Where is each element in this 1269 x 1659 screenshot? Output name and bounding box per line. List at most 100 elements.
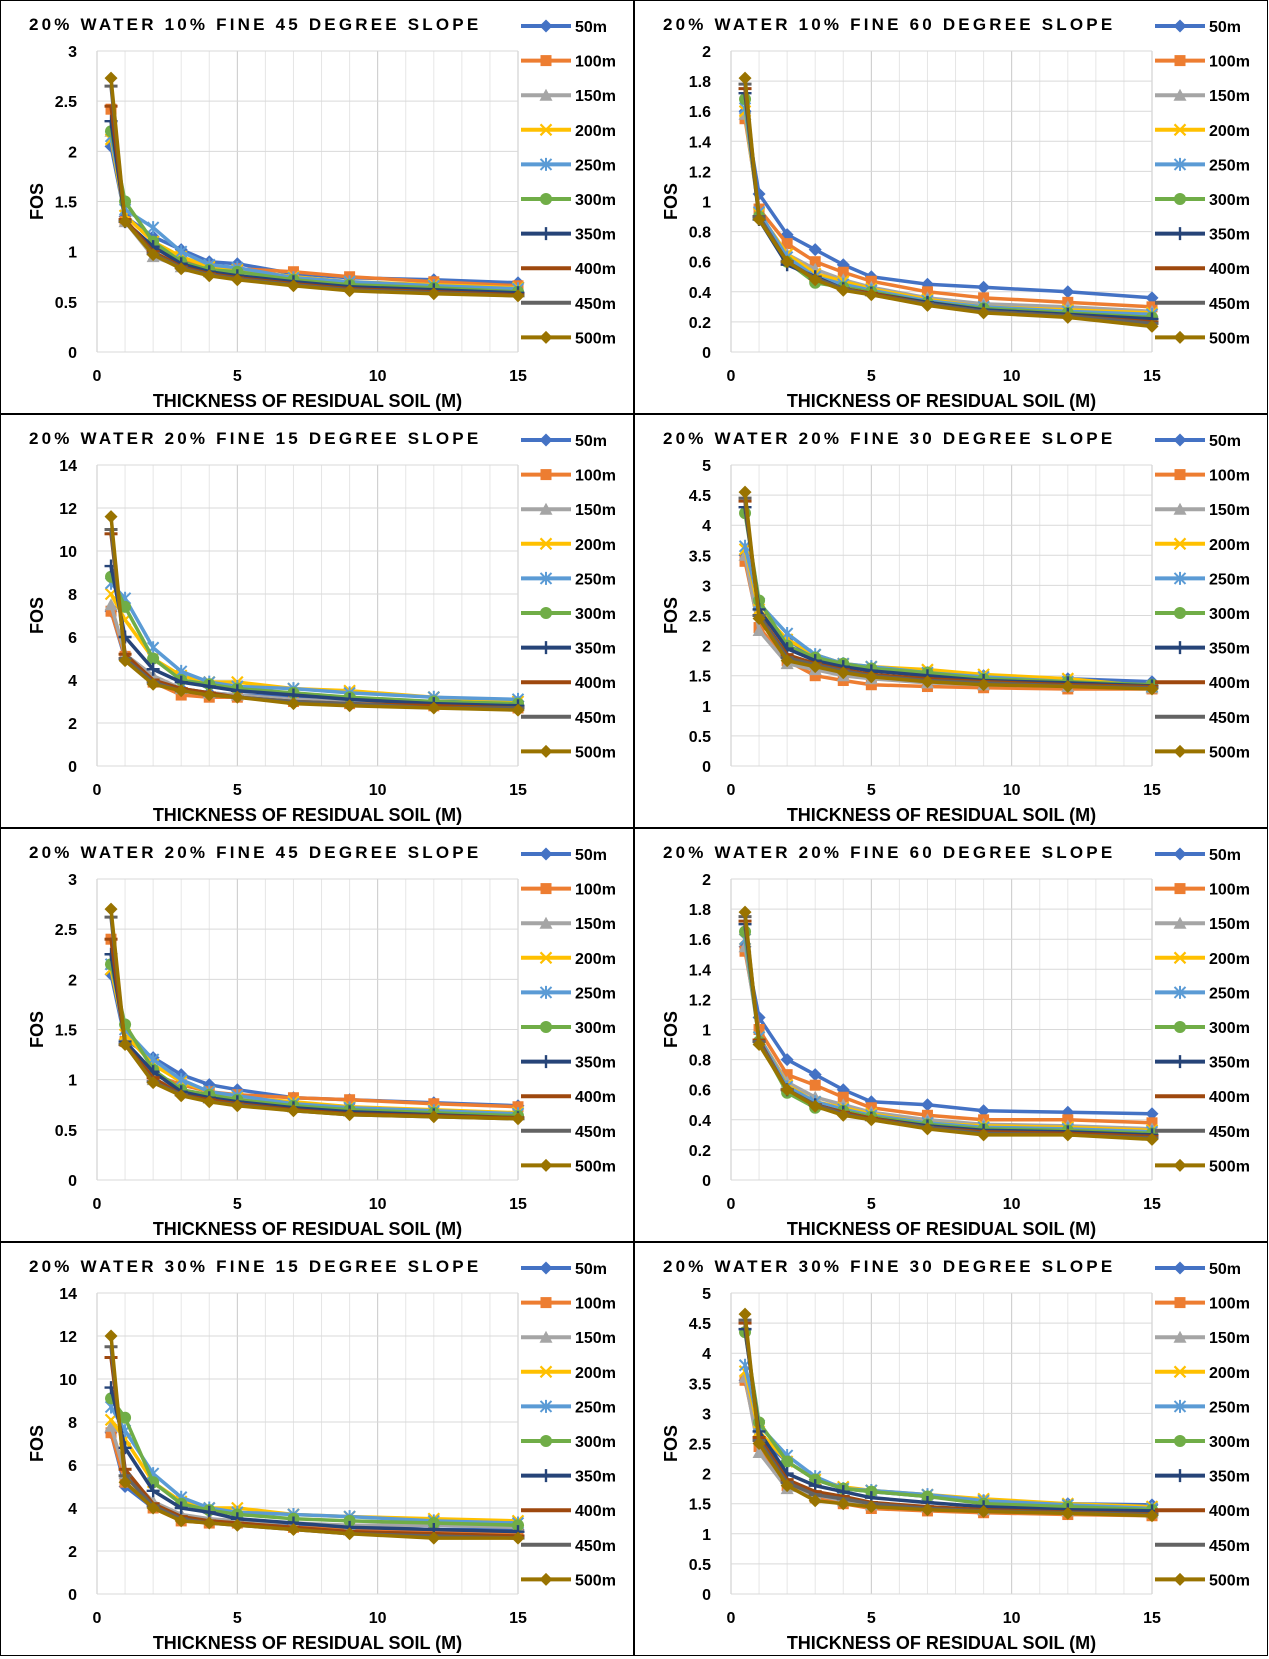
legend-marker	[1173, 1055, 1187, 1069]
legend-label: 450m	[1209, 296, 1250, 313]
x-axis-label: THICKNESS OF RESIDUAL SOIL (M)	[787, 391, 1096, 411]
data-point	[286, 1523, 300, 1536]
legend-label: 400m	[575, 1503, 616, 1520]
x-tick-label: 0	[727, 1610, 736, 1627]
chart-svg: 20% WATER 20% FINE 15 DEGREE SLOPE 0 2 4 6 8 1…	[27, 429, 616, 825]
y-tick-label: 14	[59, 458, 77, 475]
data-point	[119, 600, 132, 613]
data-point	[1061, 285, 1075, 299]
data-point	[1145, 319, 1159, 333]
legend-label: 200m	[1209, 537, 1250, 554]
legend-label: 250m	[575, 1399, 616, 1416]
legend-label: 100m	[575, 882, 616, 899]
legend-label: 150m	[1209, 502, 1250, 519]
legend-marker	[1173, 157, 1187, 171]
chart-panel-7: 20% WATER 30% FINE 15 DEGREE SLOPE 0 2 4 6 8 1…	[0, 1242, 634, 1656]
series-line	[743, 929, 1154, 1136]
chart-panel-2: 20% WATER 10% FINE 60 DEGREE SLOPE 0 0.2 0.…	[634, 0, 1268, 414]
data-point	[427, 287, 441, 301]
legend-label: 350m	[1209, 1055, 1250, 1072]
data-point	[428, 1098, 440, 1110]
y-tick-label: 14	[59, 1286, 77, 1303]
legend-label: 50m	[1209, 1261, 1241, 1278]
y-tick-label: 0	[68, 759, 77, 776]
data-point	[1145, 682, 1159, 696]
legend-label: 50m	[575, 847, 607, 864]
legend-marker	[539, 847, 553, 861]
legend-label: 450m	[575, 1538, 616, 1555]
legend-label: 250m	[575, 985, 616, 1002]
data-point	[836, 283, 850, 297]
data-point	[809, 670, 821, 682]
series-line	[743, 76, 1154, 329]
legend-marker	[1173, 433, 1187, 447]
series-line	[109, 962, 520, 1118]
x-tick-label: 15	[1143, 368, 1161, 385]
chart-title: 20% WATER 20% FINE 15 DEGREE SLOPE	[29, 429, 481, 448]
legend-label: 450m	[575, 296, 616, 313]
data-point	[977, 1104, 991, 1118]
data-point	[752, 1437, 766, 1450]
x-tick-label: 10	[369, 1610, 387, 1627]
data-point	[104, 1419, 118, 1432]
data-point	[146, 1076, 160, 1090]
y-tick-label: 2.5	[689, 1437, 711, 1454]
chart-svg: 20% WATER 20% FINE 45 DEGREE SLOPE 0 0.5 1 1…	[27, 843, 616, 1239]
data-point	[752, 213, 766, 227]
data-point	[738, 1307, 752, 1321]
legend: 50m 100m 150m 200m 250m 300m 350m 400m 450m 500m	[1155, 847, 1250, 1175]
legend-marker	[539, 433, 553, 447]
data-point	[752, 1038, 766, 1052]
legend-marker	[1173, 1399, 1187, 1413]
y-tick-label: 1.4	[689, 962, 711, 979]
chart-svg: 20% WATER 20% FINE 60 DEGREE SLOPE 0 0.2 0.…	[661, 843, 1250, 1239]
series-line	[109, 532, 520, 710]
legend-marker	[540, 1435, 552, 1447]
y-tick-label: 12	[59, 501, 77, 518]
y-tick-label: 0.6	[689, 255, 711, 272]
y-tick-label: 1.5	[55, 195, 77, 212]
legend-marker	[539, 641, 553, 655]
data-point	[427, 1110, 441, 1124]
data-point	[202, 1516, 216, 1530]
data-point	[780, 1083, 794, 1097]
legend-marker	[539, 157, 553, 171]
legend-marker	[539, 227, 553, 241]
legend-marker	[1173, 88, 1187, 101]
data-point	[1061, 1506, 1075, 1520]
legend-label: 400m	[1209, 261, 1250, 278]
y-tick-label: 2.5	[55, 94, 77, 111]
legend-marker	[540, 193, 552, 205]
series-line	[743, 82, 1154, 326]
series-line	[743, 559, 1154, 691]
legend-label: 100m	[1209, 54, 1250, 71]
data-point	[780, 1479, 794, 1493]
legend-label: 100m	[1209, 468, 1250, 485]
y-tick-label: 1.2	[689, 992, 711, 1009]
y-tick-label: 0	[702, 345, 711, 362]
series-line	[743, 944, 1154, 1116]
x-tick-label: 10	[369, 368, 387, 385]
x-tick-label: 10	[1003, 782, 1021, 799]
y-tick-label: 0.5	[689, 1557, 711, 1574]
legend-label: 100m	[575, 54, 616, 71]
legend-marker	[1174, 883, 1186, 895]
series-250m	[104, 957, 525, 1121]
y-tick-label: 0	[68, 1587, 77, 1604]
data-point	[920, 298, 934, 312]
data-point	[230, 690, 244, 704]
y-tick-label: 4	[68, 1501, 77, 1518]
y-tick-label: 0.2	[689, 315, 711, 332]
y-tick-label: 1.5	[55, 1023, 77, 1040]
y-tick-label: 3	[702, 1406, 711, 1423]
y-tick-label: 3	[68, 44, 77, 61]
legend-label: 50m	[1209, 433, 1241, 450]
legend-marker	[1174, 1435, 1186, 1447]
x-tick-label: 5	[867, 1196, 876, 1213]
series-500m	[738, 485, 1159, 696]
data-point	[808, 273, 822, 287]
legend-marker	[1174, 469, 1186, 481]
x-tick-label: 5	[233, 782, 242, 799]
legend-label: 350m	[575, 227, 616, 244]
data-point	[836, 1108, 850, 1122]
